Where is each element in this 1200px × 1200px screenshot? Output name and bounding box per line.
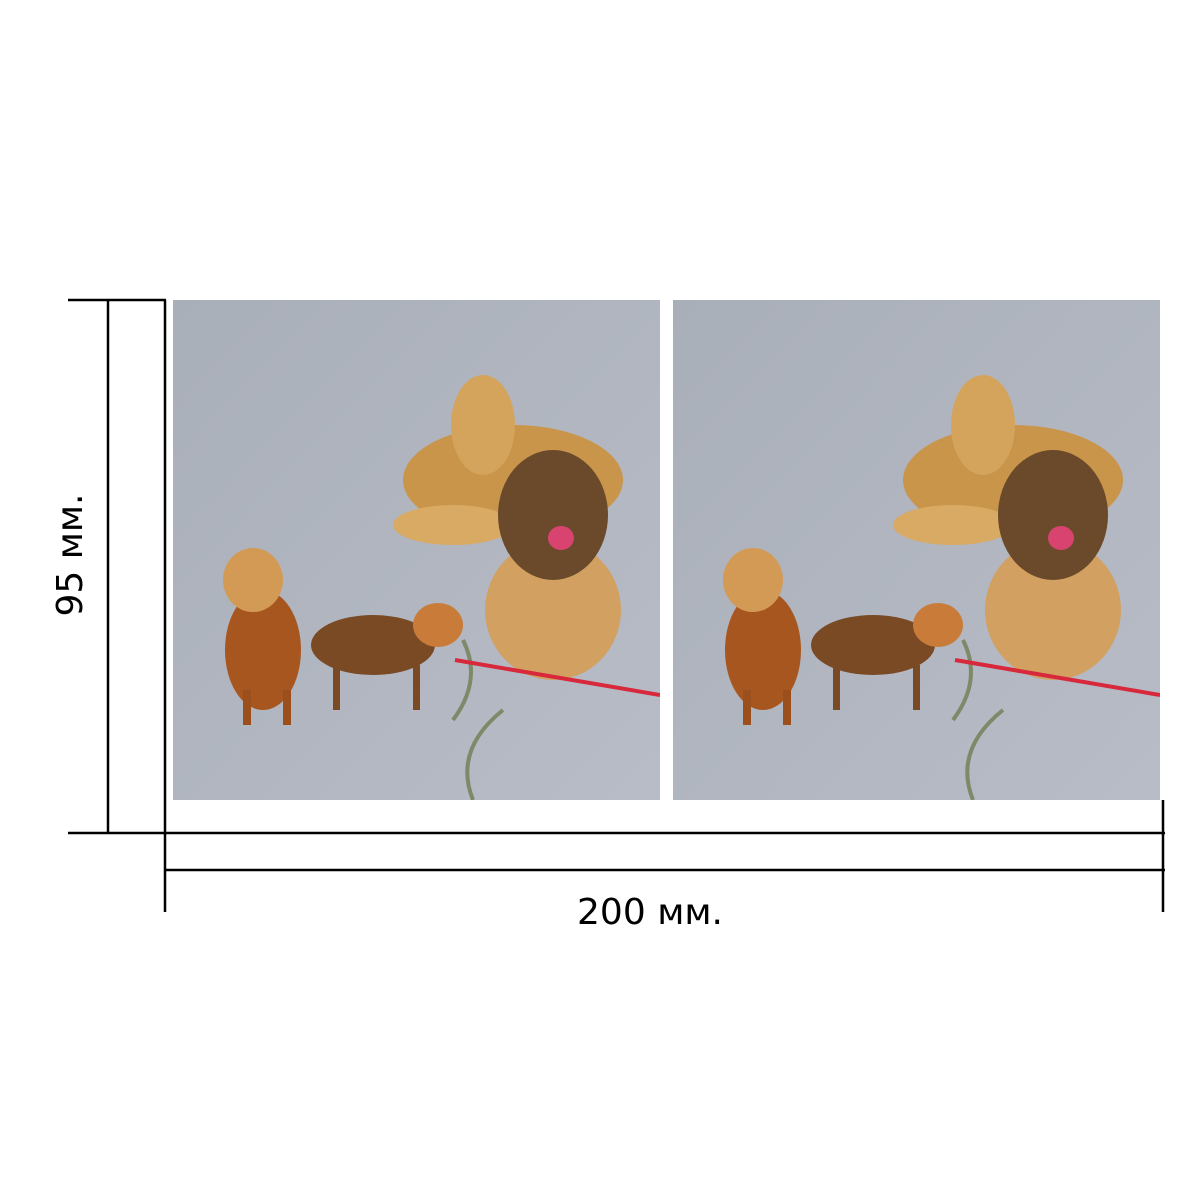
height-label: 95 мм. — [50, 493, 91, 616]
width-label: 200 мм. — [577, 892, 723, 933]
height-dimension: 95 мм. — [50, 298, 167, 835]
photo-left — [173, 300, 660, 800]
photo-right — [673, 300, 1160, 800]
width-dimension: 200 мм. — [163, 800, 1165, 933]
